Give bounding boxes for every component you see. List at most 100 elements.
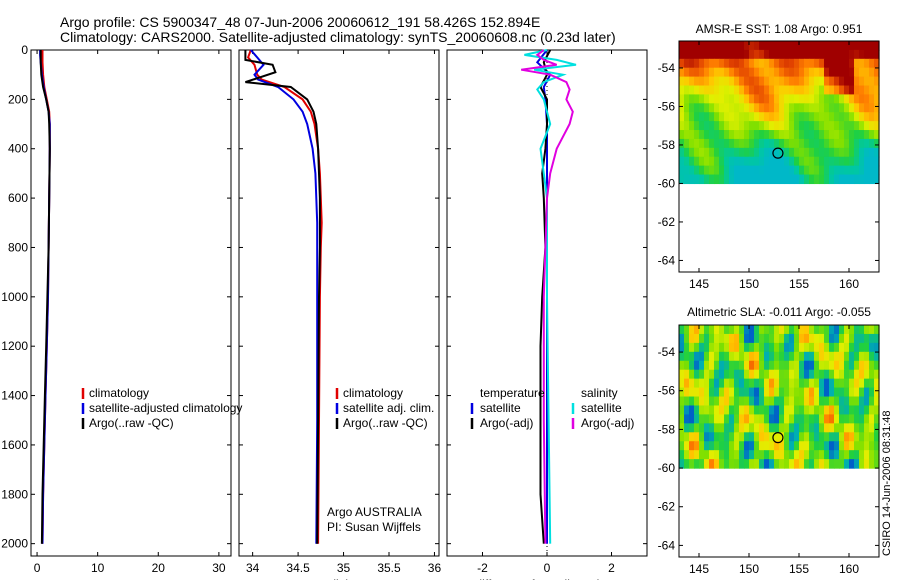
heatmap-cell bbox=[799, 360, 805, 371]
heatmap-cell bbox=[769, 342, 775, 353]
heatmap-cell bbox=[809, 450, 815, 460]
heatmap-cell bbox=[784, 156, 790, 167]
heatmap-cell bbox=[824, 441, 830, 451]
heatmap-cell bbox=[704, 459, 710, 469]
heatmap-cell bbox=[679, 414, 685, 424]
heatmap-cell bbox=[764, 405, 770, 416]
heatmap-cell bbox=[824, 49, 830, 60]
heatmap-cell bbox=[869, 414, 875, 424]
heatmap-cell bbox=[849, 423, 855, 433]
heatmap-cell bbox=[839, 103, 845, 113]
heatmap-cell bbox=[824, 67, 830, 78]
heatmap-cell bbox=[859, 76, 865, 87]
heatmap-cell bbox=[874, 174, 880, 185]
heatmap-cell bbox=[744, 85, 750, 96]
heatmap-cell bbox=[734, 325, 740, 335]
heatmap-cell bbox=[764, 94, 770, 104]
heatmap-cell bbox=[874, 121, 880, 131]
heatmap-cell bbox=[739, 76, 745, 87]
heatmap-cell bbox=[734, 432, 740, 442]
heatmap-cell bbox=[869, 156, 875, 167]
heatmap-cell bbox=[839, 414, 845, 424]
heatmap-cell bbox=[699, 396, 705, 407]
heatmap-cell bbox=[719, 49, 725, 60]
heatmap-cell bbox=[854, 49, 860, 60]
heatmap-cell bbox=[719, 351, 725, 362]
heatmap-cell bbox=[714, 121, 720, 131]
heatmap-cell bbox=[849, 432, 855, 442]
heatmap-cell bbox=[679, 441, 685, 451]
heatmap-cell bbox=[729, 378, 735, 389]
heatmap-cell bbox=[819, 49, 825, 60]
heatmap-cell bbox=[849, 94, 855, 104]
heatmap-cell bbox=[789, 85, 795, 96]
heatmap-cell bbox=[699, 432, 705, 442]
heatmap-cell bbox=[864, 405, 870, 416]
heatmap-cell bbox=[704, 156, 710, 167]
heatmap-cell bbox=[774, 450, 780, 460]
heatmap-cell bbox=[824, 387, 830, 398]
heatmap-cell bbox=[764, 325, 770, 335]
heatmap-cell bbox=[779, 58, 785, 69]
heatmap-cell bbox=[764, 333, 770, 344]
heatmap-cell bbox=[739, 147, 745, 158]
heatmap-cell bbox=[794, 325, 800, 335]
heatmap-cell bbox=[759, 49, 765, 60]
heatmap-cell bbox=[714, 49, 720, 60]
heatmap-cell bbox=[839, 174, 845, 185]
heatmap-cell bbox=[714, 156, 720, 167]
heatmap-cell bbox=[859, 432, 865, 442]
heatmap-cell bbox=[804, 156, 810, 167]
heatmap-cell bbox=[709, 360, 715, 371]
heatmap-cell bbox=[679, 333, 685, 344]
series-line-argo bbox=[39, 50, 51, 544]
heatmap-cell bbox=[824, 121, 830, 131]
heatmap-cell bbox=[814, 450, 820, 460]
heatmap-cell bbox=[749, 58, 755, 69]
heatmap-cell bbox=[689, 459, 695, 469]
heatmap-cell bbox=[819, 174, 825, 185]
heatmap-cell bbox=[734, 94, 740, 104]
heatmap-cell bbox=[719, 156, 725, 167]
heatmap-cell bbox=[819, 138, 825, 149]
heatmap-cell bbox=[749, 103, 755, 113]
heatmap-cell bbox=[824, 450, 830, 460]
heatmap-cell bbox=[864, 156, 870, 167]
heatmap-cell bbox=[849, 174, 855, 185]
heatmap-cell bbox=[874, 387, 880, 398]
heatmap-cell bbox=[864, 325, 870, 335]
heatmap-cell bbox=[759, 94, 765, 104]
heatmap-cell bbox=[829, 94, 835, 104]
heatmap-cell bbox=[694, 76, 700, 87]
heatmap-cell bbox=[829, 147, 835, 158]
heatmap-cell bbox=[779, 85, 785, 96]
heatmap-cell bbox=[809, 414, 815, 424]
heatmap-cell bbox=[794, 165, 800, 176]
heatmap-cell bbox=[809, 432, 815, 442]
heatmap-cell bbox=[799, 165, 805, 176]
heatmap-cell bbox=[724, 369, 730, 380]
heatmap-cell bbox=[859, 450, 865, 460]
heatmap-cell bbox=[719, 67, 725, 78]
heatmap-cell bbox=[744, 130, 750, 140]
heatmap-cell bbox=[769, 130, 775, 140]
heatmap-cell bbox=[709, 441, 715, 451]
heatmap-cell bbox=[729, 405, 735, 416]
heatmap-cell bbox=[704, 387, 710, 398]
heatmap-cell bbox=[794, 414, 800, 424]
heatmap-cell bbox=[784, 396, 790, 407]
heatmap-cells bbox=[679, 325, 880, 469]
heatmap-cell bbox=[869, 174, 875, 185]
heatmap-cell bbox=[794, 130, 800, 140]
heatmap-cell bbox=[744, 138, 750, 149]
heatmap-cell bbox=[729, 165, 735, 176]
heatmap-cell bbox=[734, 67, 740, 78]
heatmap-cell bbox=[864, 342, 870, 353]
heatmap-cell bbox=[874, 351, 880, 362]
heatmap-cell bbox=[739, 94, 745, 104]
heatmap-cell bbox=[789, 94, 795, 104]
heatmap-cell bbox=[814, 414, 820, 424]
heatmap-cell bbox=[799, 76, 805, 87]
heatmap-cell bbox=[834, 165, 840, 176]
heatmap-cell bbox=[859, 459, 865, 469]
